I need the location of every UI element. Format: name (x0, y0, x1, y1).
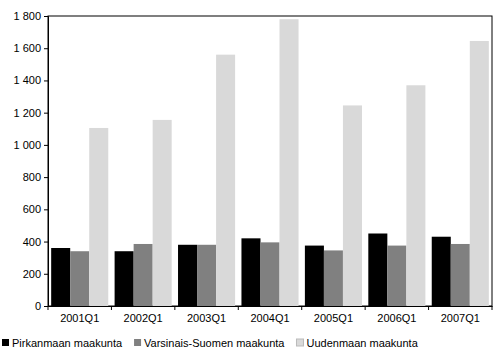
x-tick-label: 2003Q1 (187, 312, 226, 324)
category-separator (174, 306, 175, 310)
y-tick: 400 (23, 236, 48, 248)
y-tick-mark (44, 306, 48, 307)
x-tick: 2007Q1 (441, 306, 480, 324)
plot-frame (48, 16, 492, 306)
y-tick: 1 400 (13, 74, 48, 86)
bar (260, 242, 279, 306)
x-tick-label: 2002Q1 (124, 312, 163, 324)
y-tick: 200 (23, 268, 48, 280)
legend-label: Varsinais-Suomen maakunta (144, 337, 285, 349)
category-separator (111, 306, 112, 310)
y-tick: 1 000 (13, 139, 48, 151)
legend-swatch (134, 339, 141, 346)
category-separator (48, 306, 49, 310)
y-tick-label: 600 (23, 203, 41, 215)
bar (216, 55, 235, 306)
category-separator (428, 306, 429, 310)
y-tick-label: 1 400 (13, 74, 41, 86)
y-tick-label: 1 800 (13, 10, 41, 22)
x-tick-label: 2005Q1 (314, 312, 353, 324)
category-separator (238, 306, 239, 310)
bar (134, 244, 153, 306)
category-separator (492, 306, 493, 310)
y-tick: 1 200 (13, 107, 48, 119)
y-tick-mark (44, 177, 48, 178)
y-tick-label: 1 600 (13, 42, 41, 54)
bar (241, 238, 260, 306)
y-tick-mark (44, 242, 48, 243)
bar (305, 246, 324, 306)
x-axis: 2001Q1 2002Q1 2003Q1 2004Q1 2005Q1 2006Q1 2007… (48, 306, 493, 324)
legend-swatch (296, 339, 303, 346)
bar (387, 246, 406, 306)
bar (406, 85, 425, 306)
bar (324, 250, 343, 306)
bar (115, 251, 134, 306)
legend-label: Pirkanmaan maakunta (12, 337, 123, 349)
x-tick: 2004Q1 (250, 306, 289, 324)
y-tick-mark (44, 113, 48, 114)
y-axis: 0 200 400 600 800 1 000 1 200 1 400 1 600 1 800 (13, 10, 48, 312)
bar (178, 245, 197, 306)
y-tick-mark (44, 80, 48, 81)
y-tick-label: 400 (23, 236, 41, 248)
y-tick-label: 200 (23, 268, 41, 280)
chart: 0 200 400 600 800 1 000 1 200 1 400 1 600 1 800 20… (0, 0, 495, 359)
y-tick-mark (44, 145, 48, 146)
bar (280, 19, 299, 306)
y-tick: 1 800 (13, 10, 48, 22)
x-tick: 2006Q1 (377, 306, 416, 324)
legend-item: Uudenmaan maakunta (296, 337, 418, 349)
y-tick: 600 (23, 203, 48, 215)
legend-item: Varsinais-Suomen maakunta (134, 337, 285, 349)
x-tick: 2003Q1 (187, 306, 226, 324)
bar (470, 41, 489, 306)
bar (153, 120, 172, 306)
x-axis-line (49, 306, 493, 307)
x-tick-label: 2006Q1 (377, 312, 416, 324)
bar (343, 105, 362, 306)
y-tick-mark (44, 16, 48, 17)
bars (51, 19, 489, 306)
bar (51, 248, 70, 306)
x-tick: 2002Q1 (124, 306, 163, 324)
x-tick-label: 2001Q1 (60, 312, 99, 324)
y-tick-label: 800 (23, 171, 41, 183)
y-tick-mark (44, 274, 48, 275)
legend-swatch (2, 339, 9, 346)
y-tick-label: 1 200 (13, 107, 41, 119)
y-axis-line (44, 17, 49, 307)
y-tick: 0 (35, 300, 48, 312)
x-tick-label: 2004Q1 (250, 312, 289, 324)
y-tick-label: 1 000 (13, 139, 41, 151)
legend-item: Pirkanmaan maakunta (2, 337, 123, 349)
bar (451, 244, 470, 306)
x-tick-label: 2007Q1 (441, 312, 480, 324)
y-tick-label: 0 (35, 300, 41, 312)
category-separator (301, 306, 302, 310)
legend-label: Uudenmaan maakunta (306, 337, 418, 349)
y-tick: 1 600 (13, 42, 48, 54)
x-tick: 2005Q1 (314, 306, 353, 324)
category-separator (365, 306, 366, 310)
bar (70, 251, 89, 306)
bar (432, 237, 451, 306)
bar (368, 234, 387, 307)
y-tick-mark (44, 48, 48, 49)
y-tick-mark (44, 209, 48, 210)
bar (197, 245, 216, 306)
plot: 0 200 400 600 800 1 000 1 200 1 400 1 600 1 800 20… (13, 10, 492, 324)
bar (89, 128, 108, 306)
legend: Pirkanmaan maakunta Varsinais-Suomen maak… (2, 337, 419, 349)
x-tick: 2001Q1 (60, 306, 99, 324)
y-tick: 800 (23, 171, 48, 183)
